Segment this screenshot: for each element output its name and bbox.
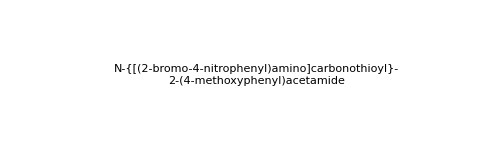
Text: N-{[(2-bromo-4-nitrophenyl)amino]carbonothioyl}-
2-(4-methoxyphenyl)acetamide: N-{[(2-bromo-4-nitrophenyl)amino]carbono… [114, 64, 399, 86]
